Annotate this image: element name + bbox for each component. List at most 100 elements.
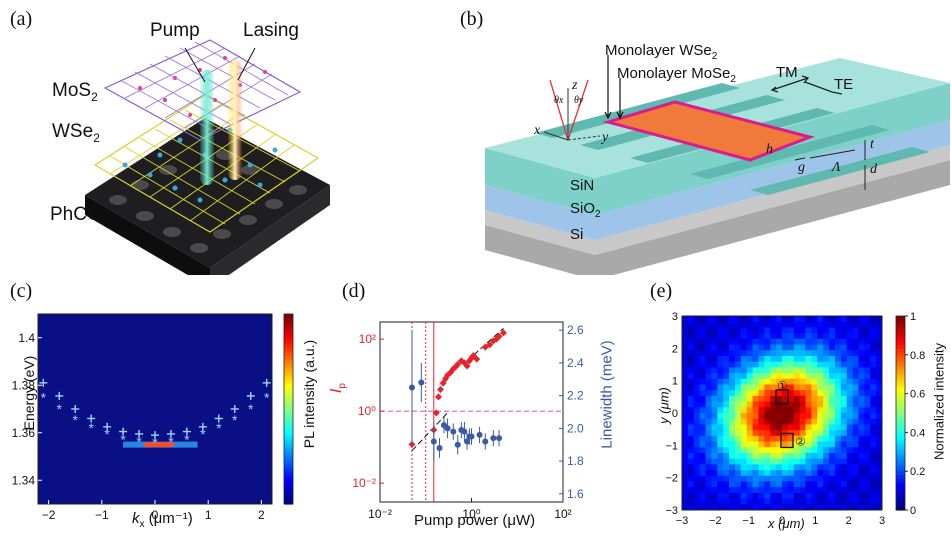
chart-e-cell bbox=[823, 373, 830, 380]
chart-e-cell bbox=[740, 418, 748, 425]
chart-e-cell bbox=[840, 498, 848, 505]
chart-e-cell bbox=[782, 447, 789, 454]
chart-e-cell bbox=[823, 435, 830, 443]
chart-c-plus-point bbox=[151, 431, 159, 440]
chart-e-cell bbox=[770, 418, 777, 425]
chart-e-cell bbox=[834, 327, 842, 334]
chart-e-cell bbox=[811, 321, 818, 328]
chart-e-cell bbox=[823, 401, 830, 408]
pump-pointer bbox=[184, 47, 206, 83]
chart-c-colorbar-segment bbox=[284, 355, 293, 359]
chart-e-cell bbox=[682, 492, 689, 500]
chart-e-cell bbox=[782, 378, 789, 385]
wse2-lattice bbox=[93, 94, 320, 233]
chart-e-cell bbox=[852, 333, 859, 340]
chart-e-colorbar-segment bbox=[896, 370, 905, 375]
chart-e-cell bbox=[764, 504, 771, 511]
chart-e-cell bbox=[829, 344, 836, 351]
sin-label: SiN bbox=[570, 177, 595, 194]
chart-c-star-point: * bbox=[104, 426, 110, 442]
chart-e-cell bbox=[829, 338, 836, 346]
chart-e-cell bbox=[687, 504, 695, 511]
chart-e-cell bbox=[699, 373, 707, 380]
chart-e-cell bbox=[829, 401, 836, 408]
chart-e-cell bbox=[729, 327, 736, 334]
chart-e-cell bbox=[823, 384, 830, 391]
chart-e-cell bbox=[734, 367, 742, 374]
chart-e-cell bbox=[817, 413, 824, 420]
chart-e-cell bbox=[793, 452, 801, 460]
chart-e-cell bbox=[717, 435, 724, 443]
chart-e-cell bbox=[840, 447, 848, 454]
chart-e-cell bbox=[723, 470, 730, 477]
chart-e-cell bbox=[846, 435, 854, 443]
chart-e-cell bbox=[687, 316, 695, 323]
chart-e-cell bbox=[834, 316, 842, 323]
chart-e-cell bbox=[846, 316, 854, 323]
chart-e-cell bbox=[864, 418, 871, 425]
mose2-flake bbox=[602, 100, 815, 162]
chart-e-cell bbox=[817, 430, 824, 437]
chart-e-cell bbox=[782, 492, 789, 500]
chart-e-cell bbox=[799, 470, 807, 477]
chart-e-cell bbox=[746, 458, 754, 465]
chart-e-cell bbox=[770, 424, 777, 431]
chart-e-cell bbox=[817, 441, 824, 448]
chart-e-cell bbox=[876, 344, 883, 351]
chart-e-cell bbox=[764, 407, 771, 414]
chart-e-xtick-label: 1 bbox=[812, 515, 818, 527]
chart-e-cell bbox=[734, 407, 742, 414]
chart-e-cell bbox=[876, 418, 883, 425]
chart-e-cell bbox=[752, 430, 759, 437]
chart-e-cell bbox=[752, 441, 759, 448]
chart-c-colorbar-segment bbox=[284, 434, 293, 439]
chart-e-cell bbox=[770, 316, 777, 323]
chart-e-cell bbox=[823, 395, 830, 403]
chart-e-cell bbox=[776, 361, 783, 368]
chart-e-cell bbox=[840, 350, 848, 357]
chart-e-cell bbox=[758, 470, 765, 477]
wse2-text: WSe bbox=[52, 121, 94, 142]
chart-e-cell bbox=[776, 316, 783, 323]
chart-e-cell bbox=[870, 424, 877, 431]
chart-e-cell bbox=[846, 367, 854, 374]
chart-e-cell bbox=[758, 430, 765, 437]
chart-e-cell bbox=[846, 413, 854, 420]
chart-e-cell bbox=[817, 452, 824, 460]
chart-e-cell bbox=[799, 344, 807, 351]
chart-e-cell bbox=[823, 441, 830, 448]
chart-e-cell bbox=[811, 350, 818, 357]
lasing-pointer bbox=[237, 47, 256, 81]
chart-e-cell bbox=[858, 430, 865, 437]
chart-e-cell bbox=[758, 373, 765, 380]
chart-e-cell bbox=[858, 487, 865, 494]
chart-e-cell bbox=[823, 350, 830, 357]
chart-e-ylabel: y (μm) bbox=[656, 387, 672, 424]
chart-e-cell bbox=[852, 424, 859, 431]
chart-e-cell bbox=[846, 481, 854, 488]
chart-e-cell bbox=[852, 384, 859, 391]
chart-e-cell bbox=[782, 470, 789, 477]
chart-e-cell bbox=[764, 338, 771, 346]
panel-c: (c) * * * * * * * * * * * * * * * −2 −1 0 1 2 1.34 1.36 1.38 1.… bbox=[0, 280, 320, 538]
chart-e-cell bbox=[740, 333, 748, 340]
chart-e-cell bbox=[729, 338, 736, 346]
chart-e-cell bbox=[840, 401, 848, 408]
chart-e-cell bbox=[729, 401, 736, 408]
chart-d: 10⁻² 10⁰ 10² 10⁻² 10⁰ 10² 1.6 1.8 2.0 2.2 2.4 2.6 bbox=[352, 321, 584, 521]
chart-e-cell bbox=[834, 338, 842, 346]
chart-e-colorbar-segment bbox=[896, 442, 905, 446]
chart-e-cell bbox=[687, 413, 695, 420]
sio2-sub: 2 bbox=[595, 209, 601, 220]
chart-e-cell bbox=[699, 350, 707, 357]
chart-e-cell bbox=[876, 373, 883, 380]
chart-e-cell bbox=[746, 321, 754, 328]
chart-e-cell bbox=[758, 384, 765, 391]
chart-e-cell bbox=[746, 430, 754, 437]
chart-e-cell bbox=[723, 492, 730, 500]
chart-e-colorbar-segment bbox=[896, 422, 905, 427]
chart-e-cell bbox=[746, 350, 754, 357]
chart-e-colorbar-segment bbox=[896, 474, 905, 479]
chart-e-cell bbox=[834, 424, 842, 431]
chart-e-cell bbox=[687, 333, 695, 340]
